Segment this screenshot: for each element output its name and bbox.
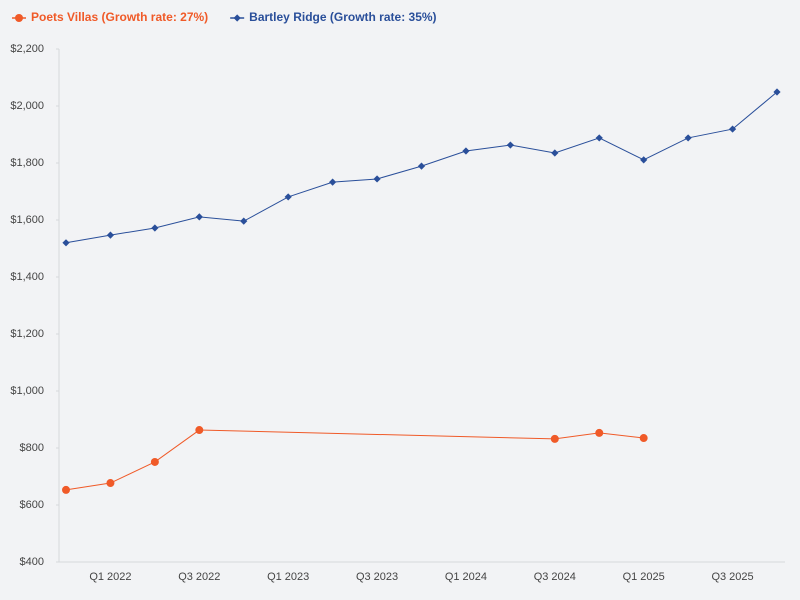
diamond-marker [728, 125, 737, 133]
y-tick-label: $800 [20, 442, 44, 454]
x-tick-label: Q3 2023 [356, 571, 398, 583]
y-tick-label: $1,200 [10, 328, 44, 340]
y-tick-label: $1,400 [10, 271, 44, 283]
x-tick-label: Q1 2022 [89, 571, 131, 583]
circle-marker [62, 485, 70, 494]
diamond-marker [773, 88, 781, 96]
diamond-marker [195, 213, 203, 221]
diamond-marker [684, 134, 692, 142]
legend-marker [233, 14, 241, 22]
diamond-marker [240, 217, 248, 225]
x-tick-label: Q3 2025 [711, 571, 753, 583]
circle-marker [195, 426, 204, 435]
diamond-marker [417, 162, 426, 170]
diamond-marker [595, 134, 603, 142]
diamond-marker [551, 149, 559, 157]
x-tick-label: Q1 2025 [623, 571, 665, 583]
x-tick-label: Q1 2023 [267, 571, 309, 583]
diamond-marker [62, 239, 70, 247]
legend-label: Bartley Ridge (Growth rate: 35%) [249, 10, 436, 24]
diamond-marker [106, 231, 115, 239]
x-tick-label: Q3 2024 [534, 571, 576, 583]
y-tick-label: $600 [20, 499, 44, 511]
diamond-marker [373, 175, 381, 183]
circle-marker [150, 457, 159, 466]
circle-marker [595, 428, 604, 437]
legend-label: Poets Villas (Growth rate: 27%) [31, 10, 208, 24]
diamond-marker [329, 178, 337, 186]
diamond-marker [462, 147, 470, 155]
y-tick-label: $1,600 [10, 214, 44, 226]
y-tick-label: $1,000 [10, 385, 44, 397]
y-tick-label: $400 [20, 556, 44, 568]
diamond-marker [151, 224, 159, 232]
diamond-marker [284, 193, 292, 201]
circle-marker [639, 434, 648, 443]
y-tick-label: $2,000 [10, 100, 44, 112]
legend-marker [15, 14, 23, 22]
x-tick-label: Q1 2024 [445, 571, 487, 583]
x-tick-label: Q3 2022 [178, 571, 220, 583]
diamond-marker [640, 156, 648, 164]
circle-marker [106, 479, 115, 488]
y-tick-label: $2,200 [10, 43, 44, 55]
diamond-marker [506, 141, 514, 149]
circle-marker [550, 434, 559, 443]
y-tick-label: $1,800 [10, 157, 44, 169]
